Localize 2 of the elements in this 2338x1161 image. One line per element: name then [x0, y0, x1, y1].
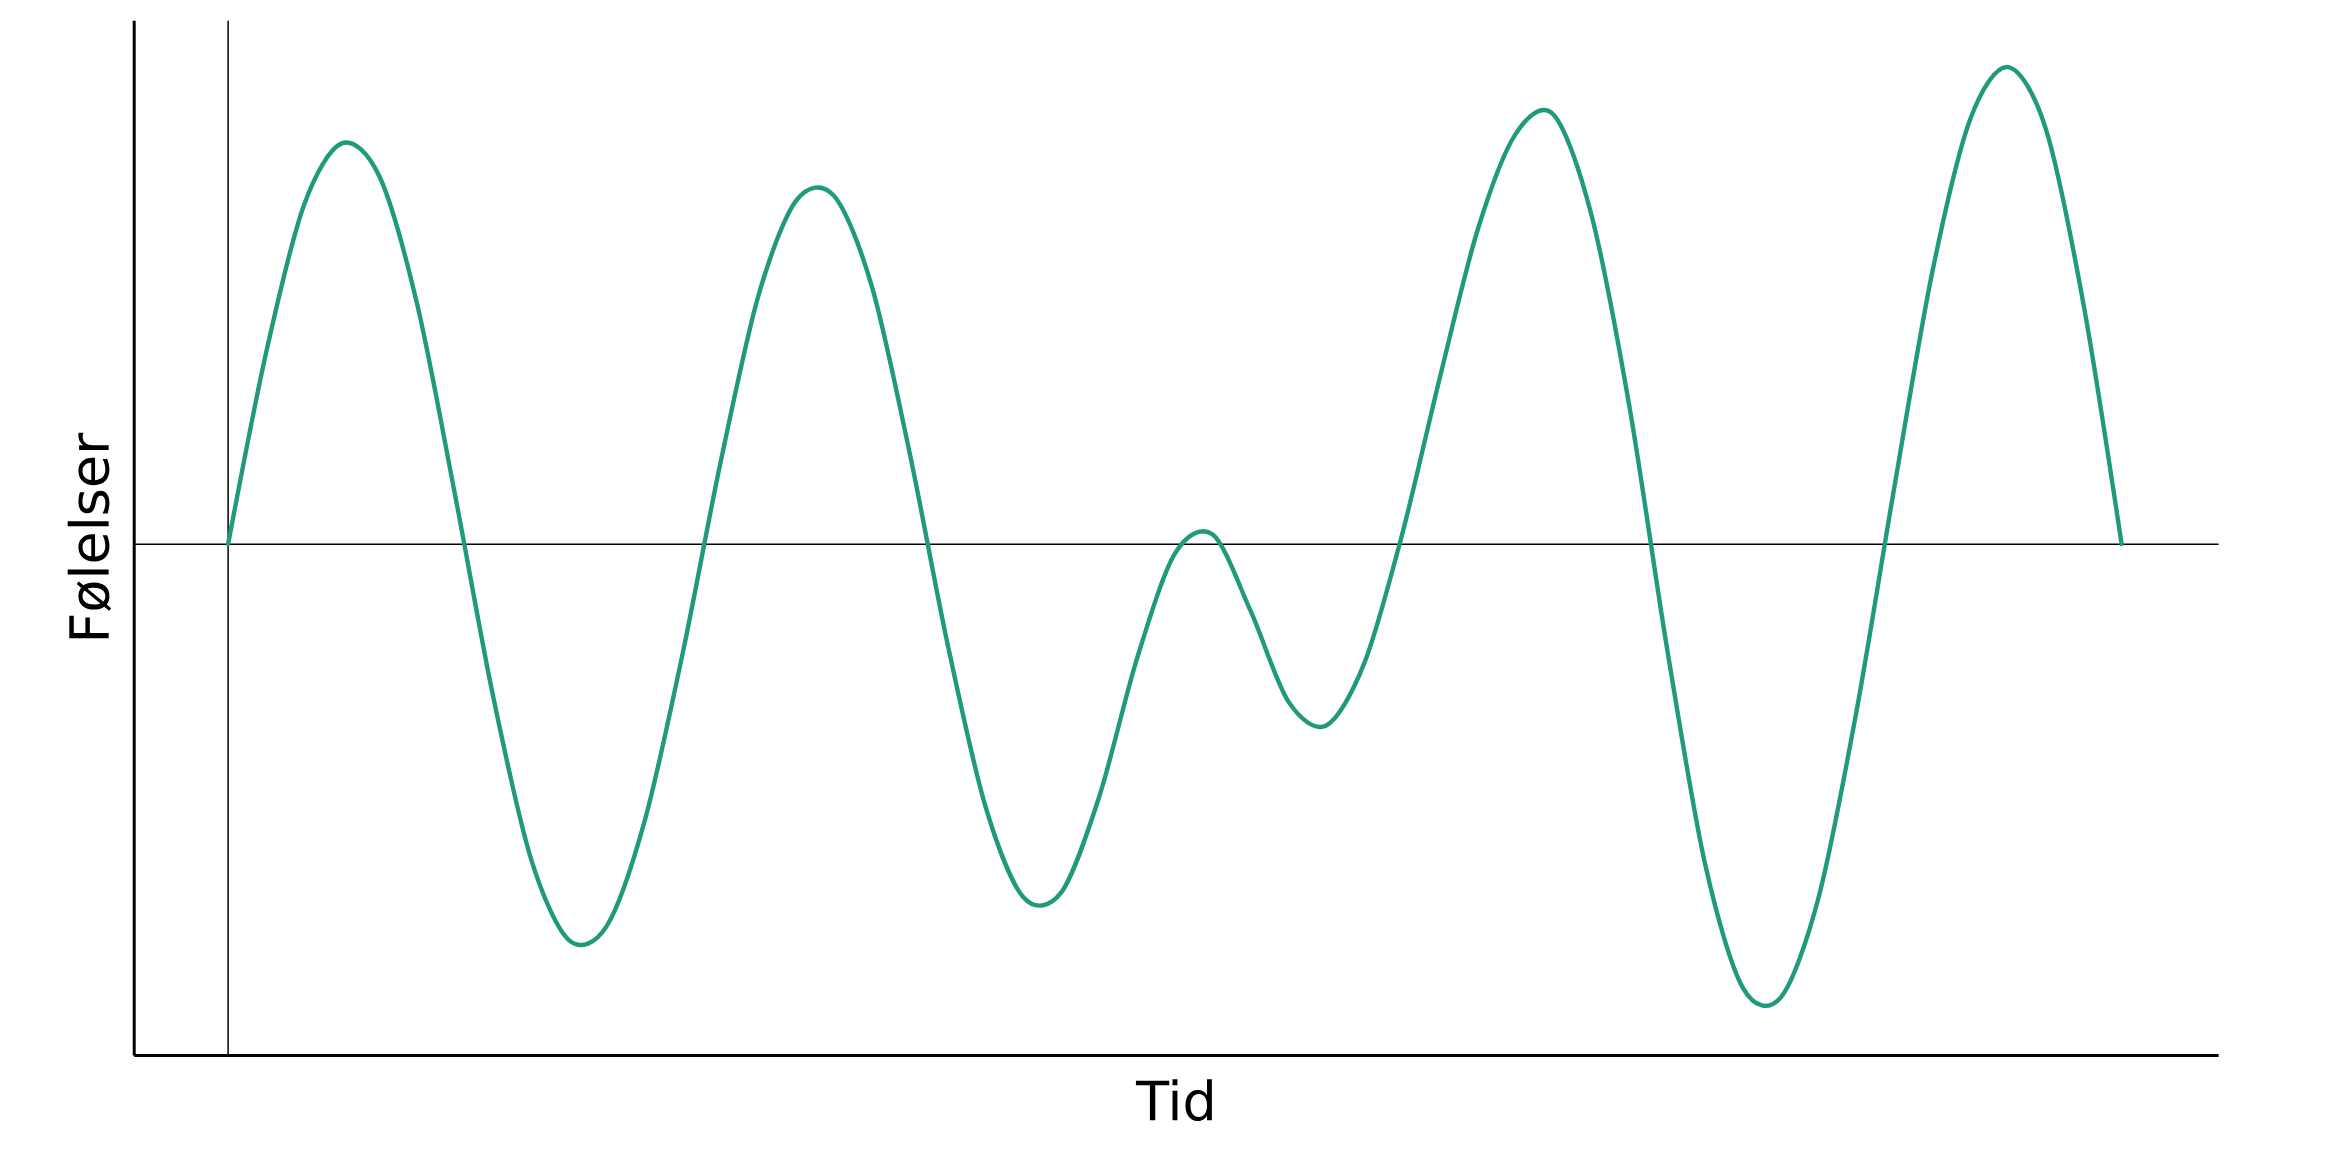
x-axis-title: Tid	[1135, 1079, 1212, 1121]
y-axis-title: Følelser	[67, 432, 112, 639]
